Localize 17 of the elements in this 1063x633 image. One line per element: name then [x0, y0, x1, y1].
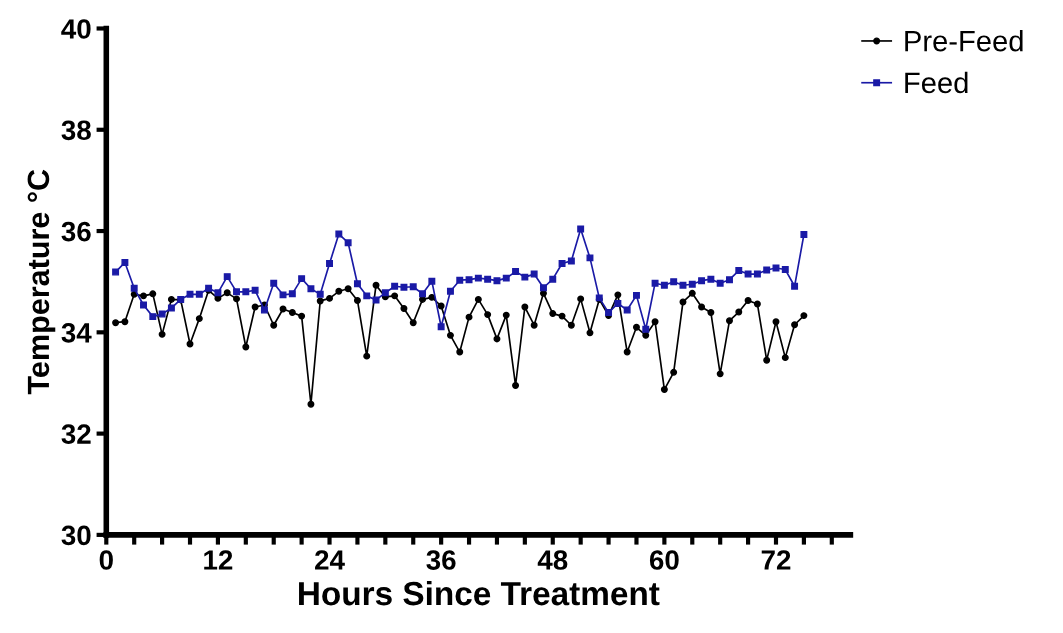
x-axis-title: Hours Since Treatment: [299, 580, 660, 606]
y-axis-title: Temperature °C: [27, 169, 56, 395]
y-tick-label: 30: [61, 525, 91, 546]
y-tick-label: 36: [61, 221, 91, 242]
legend-label: Pre-Feed: [905, 30, 1023, 52]
x-tick-label: 72: [761, 550, 791, 570]
x-tick-label: 24: [315, 550, 345, 570]
x-tick-label: 48: [537, 550, 568, 570]
y-tick-label: 40: [61, 19, 91, 39]
x-tick-label: 0: [99, 550, 113, 570]
y-tick-label: 38: [61, 120, 91, 141]
y-tick-label: 32: [61, 424, 91, 444]
x-tick-label: 36: [426, 550, 456, 570]
x-tick-label: 60: [649, 550, 679, 570]
x-tick-label: 12: [204, 550, 233, 570]
legend-label: Feed: [905, 71, 968, 94]
y-tick-label: 34: [61, 322, 92, 343]
